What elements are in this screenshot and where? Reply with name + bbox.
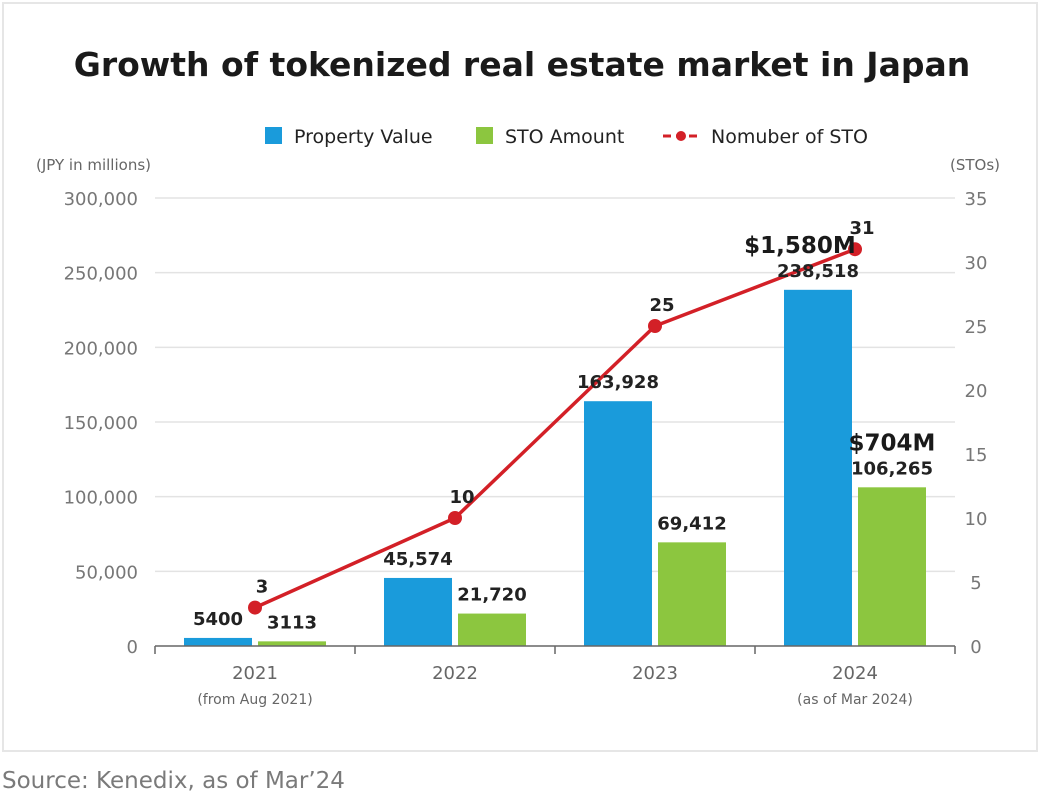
right-tick-label: 10 — [965, 509, 988, 530]
bar-value-label: 21,720 — [457, 585, 526, 606]
bar-value-label: 3113 — [267, 612, 317, 633]
bar-property-value — [784, 289, 852, 646]
bar-property-value — [184, 637, 252, 646]
x-tick-label: 2023 — [632, 663, 678, 684]
left-tick-label: 300,000 — [64, 189, 138, 210]
line-value-label: 3 — [256, 577, 269, 598]
legend-label-property-value: Property Value — [294, 126, 433, 148]
legend-marker-number-of-sto — [676, 131, 686, 141]
data-labels: 5400 45,574 163,928 238,518 3113 21,720 69,412… — [193, 218, 933, 633]
right-tick-label: 5 — [970, 573, 981, 594]
annotation-label: $704M — [849, 430, 936, 456]
line-value-label: 31 — [849, 218, 874, 239]
source-note: Source: Kenedix, as of Mar’24 — [2, 768, 345, 794]
left-tick-label: 250,000 — [64, 264, 138, 285]
x-tick-label: 2021 — [232, 663, 278, 684]
bar-property-value — [384, 577, 452, 646]
left-axis-unit-label: (JPY in millions) — [36, 156, 151, 174]
legend-label-sto-amount: STO Amount — [505, 126, 624, 148]
line-series — [254, 247, 856, 610]
bar-value-label: 106,265 — [851, 458, 933, 479]
bar-sto-amount — [458, 613, 526, 646]
right-tick-label: 0 — [970, 637, 981, 658]
right-axis-ticks: 0 5 10 15 20 25 30 35 — [965, 189, 988, 658]
right-tick-label: 15 — [965, 445, 988, 466]
line-value-label: 10 — [449, 487, 474, 508]
annotations: $1,580M $704M — [744, 233, 935, 456]
legend: Property Value STO Amount Nomuber of STO — [265, 126, 868, 148]
bar-value-label: 45,574 — [383, 549, 452, 570]
left-tick-label: 0 — [127, 637, 138, 658]
line-point — [248, 600, 262, 615]
bar-value-label: 69,412 — [657, 513, 726, 534]
bar-value-label: 238,518 — [777, 261, 859, 282]
right-tick-label: 30 — [965, 253, 988, 274]
legend-swatch-sto-amount — [476, 127, 493, 144]
right-tick-label: 20 — [965, 381, 988, 402]
bar-sto-amount — [258, 641, 326, 646]
left-tick-label: 200,000 — [64, 338, 138, 359]
chart-title: Growth of tokenized real estate market i… — [74, 45, 970, 84]
legend-swatch-property-value — [265, 127, 282, 144]
left-tick-label: 50,000 — [75, 562, 138, 583]
bar-sto-amount — [858, 487, 926, 646]
x-axis: 2021 (from Aug 2021) 2022 2023 2024 (as of Ma… — [154, 645, 956, 708]
right-tick-label: 35 — [965, 189, 988, 210]
bar-value-label: 163,928 — [577, 372, 659, 393]
x-tick-label: 2024 — [832, 663, 878, 684]
line-point — [848, 242, 862, 257]
bar-property-value — [584, 401, 652, 646]
line-point — [448, 511, 462, 525]
left-tick-label: 150,000 — [64, 413, 138, 434]
x-tick-label: 2022 — [432, 663, 478, 684]
x-tick-note: (from Aug 2021) — [197, 692, 312, 708]
right-axis-unit-label: (STOs) — [950, 156, 1000, 174]
right-tick-label: 25 — [965, 317, 988, 338]
bars — [184, 289, 926, 646]
left-axis-ticks: 0 50,000 100,000 150,000 200,000 250,000 300,0… — [64, 189, 138, 658]
bar-sto-amount — [658, 542, 726, 646]
sto-count-line — [248, 242, 862, 615]
bar-value-label: 5400 — [193, 609, 243, 630]
line-value-label: 25 — [649, 295, 674, 316]
annotation-label: $1,580M — [744, 233, 856, 259]
line-point — [648, 319, 662, 333]
legend-label-number-of-sto: Nomuber of STO — [711, 126, 868, 148]
x-tick-note: (as of Mar 2024) — [797, 692, 913, 708]
left-tick-label: 100,000 — [64, 488, 138, 509]
